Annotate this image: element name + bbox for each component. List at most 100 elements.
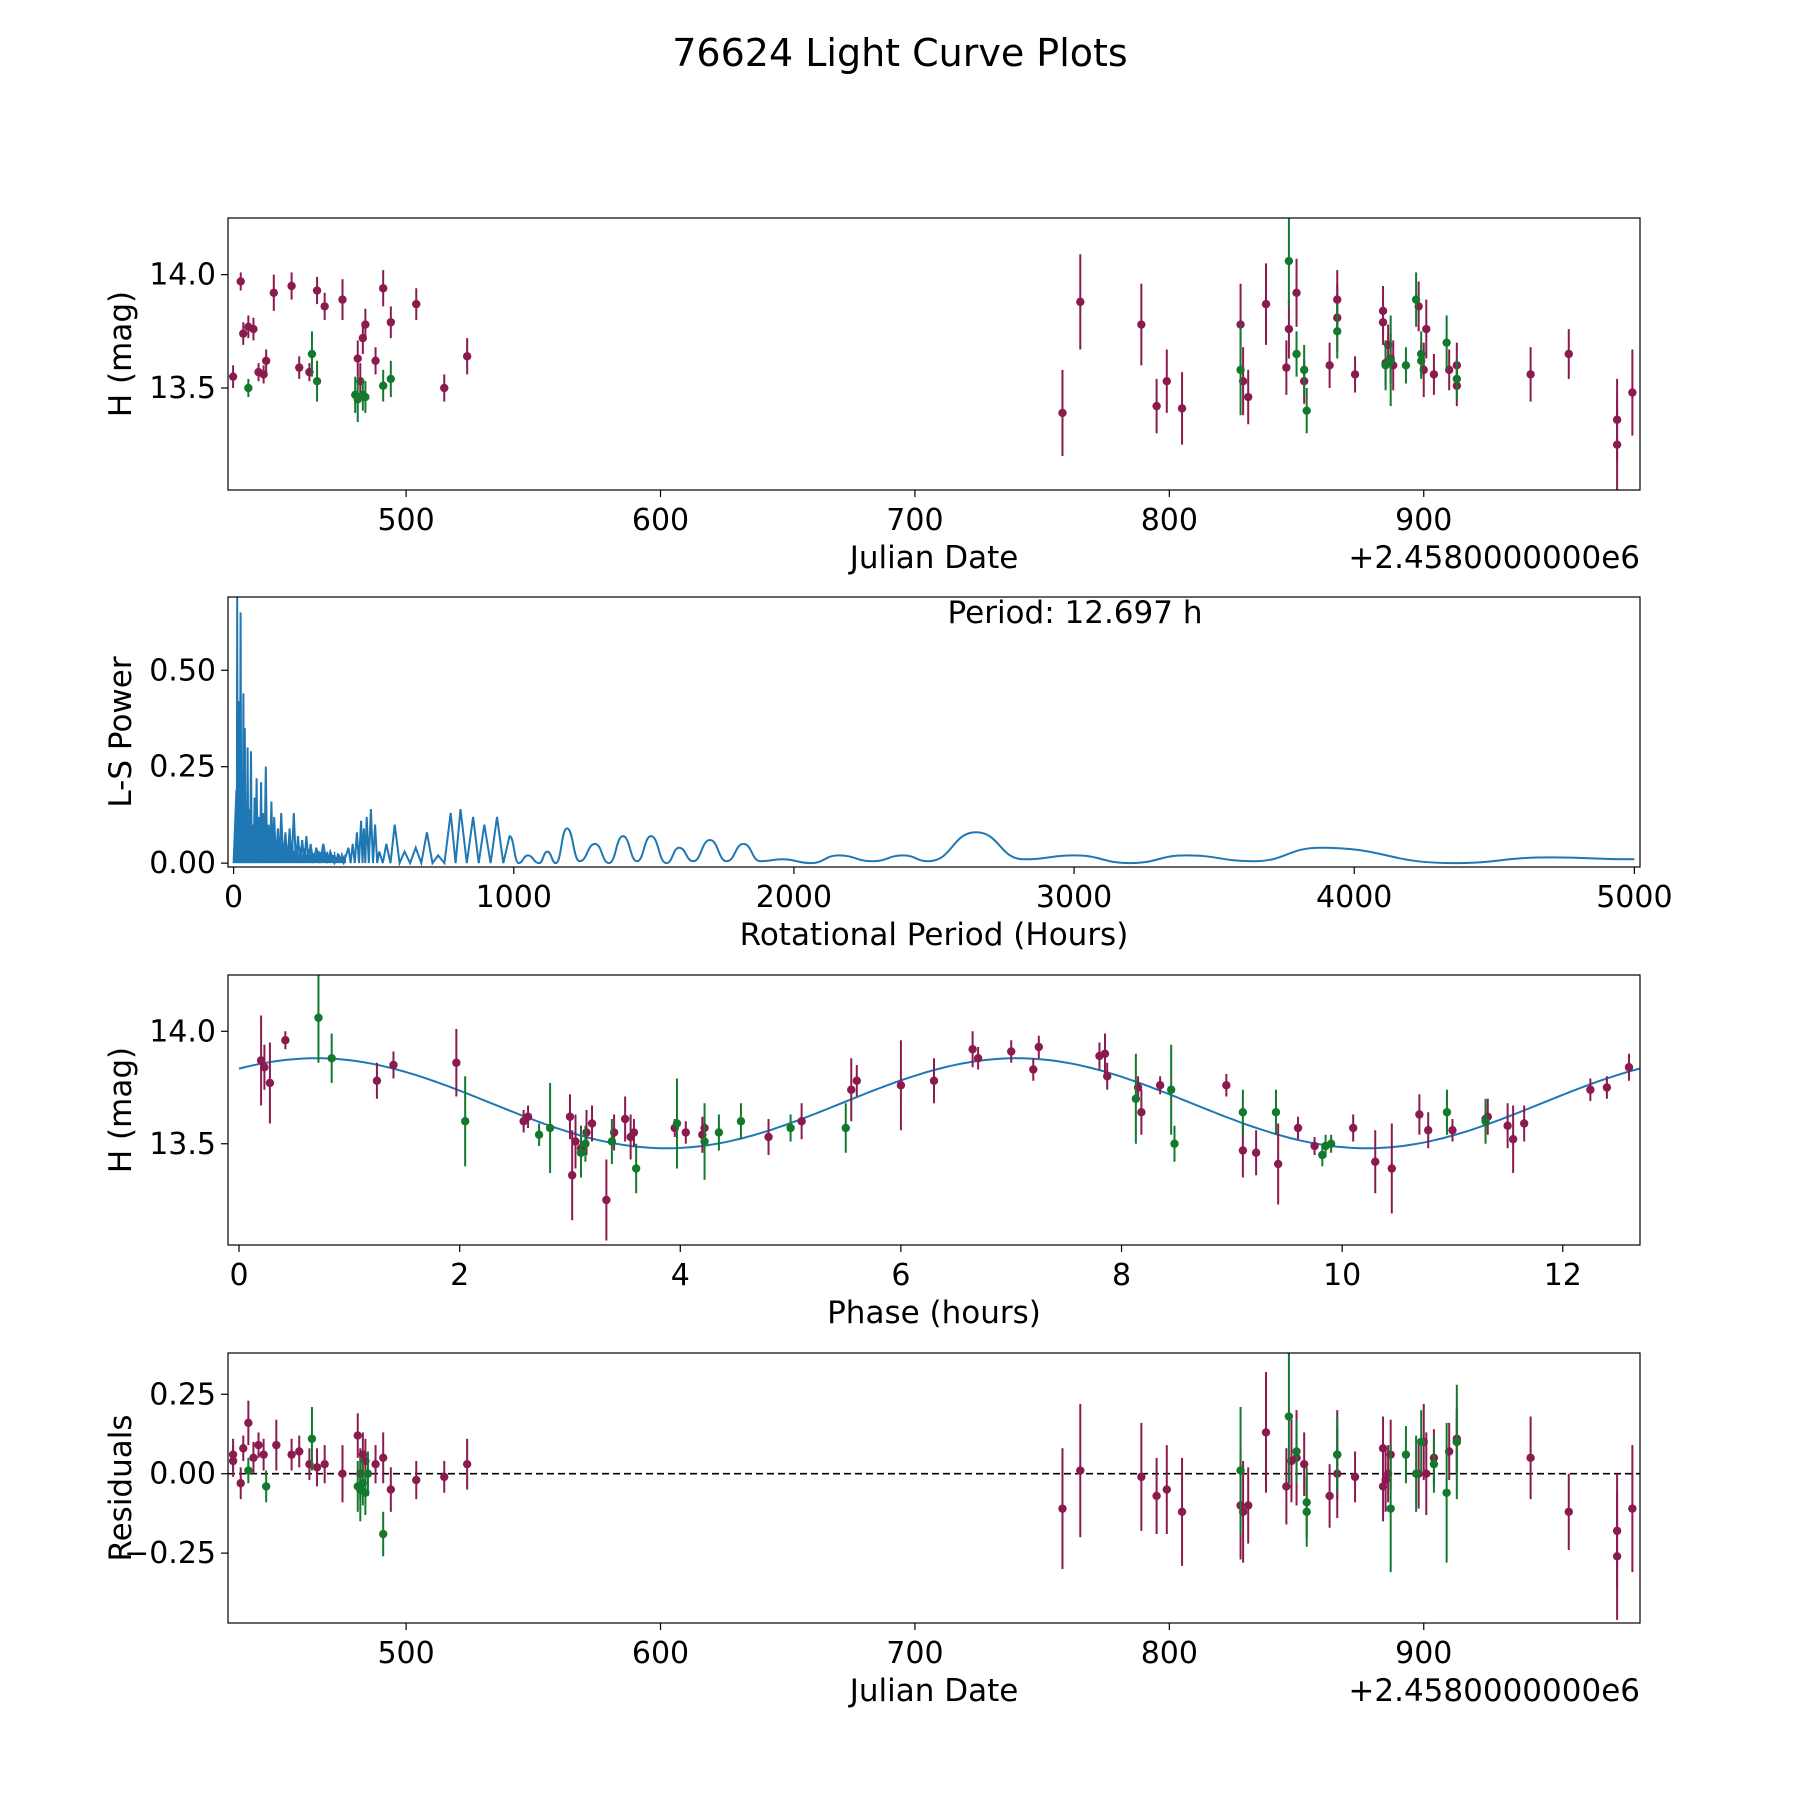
data-point <box>571 1137 580 1146</box>
data-point <box>1442 1108 1452 1117</box>
data-point <box>841 1123 850 1133</box>
data-point <box>1325 361 1334 370</box>
data-point <box>1034 1042 1043 1052</box>
data-point <box>312 377 322 386</box>
data-point <box>1236 365 1245 375</box>
data-point <box>1326 1139 1336 1148</box>
data-point <box>565 1112 575 1121</box>
data-point <box>1238 1108 1248 1117</box>
data-point <box>353 354 362 363</box>
data-point <box>1325 1491 1334 1501</box>
data-point <box>1137 1472 1146 1482</box>
data-point <box>259 1450 268 1459</box>
series-green-band <box>244 218 1462 434</box>
data-point <box>338 1469 347 1478</box>
data-point <box>338 295 347 304</box>
y-tick-label: 0.00 <box>149 846 216 881</box>
data-point <box>1244 392 1253 402</box>
x-tick-label: 0 <box>224 880 243 915</box>
chart-periodogram: Period: 12.697 h 0 1000 2000 3000 4000 5000 0.0… <box>103 595 1673 953</box>
data-point <box>567 1171 577 1180</box>
data-point <box>1508 1135 1518 1144</box>
data-point <box>602 1195 611 1205</box>
x-tick-label: 1000 <box>476 880 552 915</box>
data-point <box>1222 1081 1231 1090</box>
data-point <box>314 1013 323 1022</box>
y-axis-label: Residuals <box>103 1414 139 1561</box>
data-point <box>1526 370 1535 379</box>
data-point <box>1162 377 1171 386</box>
x-tick-label: 600 <box>632 503 689 538</box>
x-tick-label: 900 <box>1395 503 1452 538</box>
data-point <box>797 1117 806 1126</box>
data-point <box>1333 327 1342 336</box>
data-point <box>1058 1504 1067 1513</box>
x-tick-label: 2000 <box>756 880 832 915</box>
y-tick-label: 0.00 <box>149 1457 216 1492</box>
data-point <box>1166 1085 1176 1094</box>
data-point <box>1238 1146 1248 1155</box>
data-point <box>361 392 370 402</box>
data-point <box>1386 356 1395 365</box>
data-point <box>1152 1491 1161 1501</box>
data-point <box>1624 1063 1634 1072</box>
data-point <box>1415 1110 1424 1119</box>
data-point <box>1271 1108 1281 1117</box>
data-point <box>353 1431 362 1440</box>
data-point <box>236 1479 245 1488</box>
data-point <box>1429 1459 1439 1469</box>
data-point <box>1282 1482 1291 1491</box>
data-point <box>1452 374 1462 384</box>
data-point <box>371 1459 380 1469</box>
series-red-band <box>256 1015 1634 1241</box>
data-point <box>287 1450 296 1459</box>
data-point <box>307 349 317 359</box>
data-point <box>1155 1081 1165 1090</box>
data-point <box>386 374 396 384</box>
data-point <box>545 1123 555 1133</box>
data-point <box>254 1440 263 1450</box>
data-point <box>581 1139 590 1148</box>
data-point <box>1007 1047 1016 1056</box>
x-tick-label: 800 <box>1141 503 1198 538</box>
data-point <box>1293 1123 1303 1133</box>
data-point <box>1261 1428 1271 1437</box>
data-point <box>265 1078 275 1088</box>
data-point <box>378 284 388 293</box>
data-point <box>327 1054 336 1063</box>
data-point <box>363 1469 373 1478</box>
data-layer <box>238 975 1640 1241</box>
model-fit-line <box>238 1057 1640 1150</box>
data-point <box>1299 365 1309 375</box>
data-point <box>1401 1450 1411 1459</box>
data-point <box>1251 1148 1261 1157</box>
data-point <box>1481 1117 1490 1126</box>
data-point <box>523 1112 533 1121</box>
data-point <box>1100 1049 1110 1058</box>
data-point <box>1058 408 1067 418</box>
x-tick-label: 6 <box>891 1258 910 1293</box>
data-point <box>1137 320 1146 329</box>
x-tick-label: 600 <box>632 1636 689 1671</box>
data-point <box>386 1485 396 1494</box>
data-point <box>1284 1412 1294 1421</box>
data-point <box>1387 1164 1396 1173</box>
data-point <box>1302 406 1311 415</box>
data-point <box>631 1164 641 1173</box>
y-axis-label: H (mag) <box>103 1047 139 1173</box>
data-point <box>386 318 396 327</box>
data-point <box>228 1450 238 1459</box>
data-point <box>378 1529 388 1539</box>
x-tick-label: 10 <box>1323 1258 1361 1293</box>
x-offset-text: +2.4580000000e6 <box>1348 1673 1640 1709</box>
data-point <box>1386 1504 1395 1513</box>
data-point <box>1292 288 1301 297</box>
ls-power-line <box>232 597 1635 867</box>
data-point <box>1102 1072 1112 1081</box>
data-point <box>1628 1504 1637 1513</box>
data-point <box>786 1123 795 1133</box>
x-tick-label: 800 <box>1141 1636 1198 1671</box>
data-point <box>1612 440 1622 449</box>
axes-frame <box>227 974 1641 1246</box>
data-point <box>312 1463 322 1472</box>
